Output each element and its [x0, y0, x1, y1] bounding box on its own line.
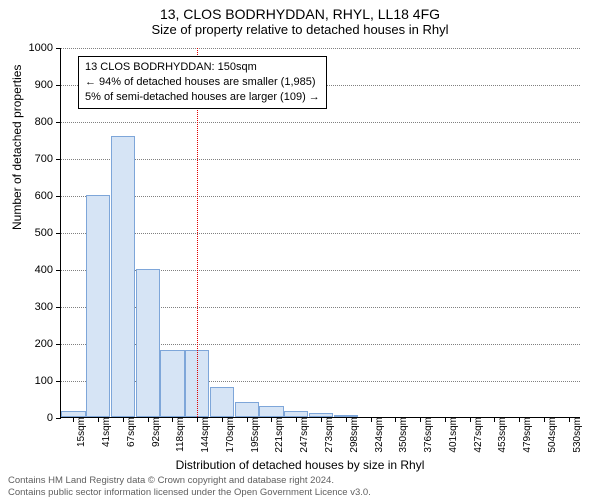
y-tick-label: 200	[35, 338, 61, 350]
y-tick-label: 0	[47, 412, 61, 424]
x-tick-label: 298sqm	[346, 417, 360, 453]
x-tick-label: 504sqm	[544, 417, 558, 453]
x-tick-label: 144sqm	[197, 417, 211, 453]
y-tick-label: 1000	[29, 42, 61, 54]
y-axis-title: Number of detached properties	[10, 65, 24, 230]
y-tick-label: 500	[35, 227, 61, 239]
annotation-box: 13 CLOS BODRHYDDAN: 150sqm ← 94% of deta…	[78, 56, 327, 109]
x-tick-label: 118sqm	[172, 417, 186, 452]
x-tick-label: 324sqm	[371, 417, 385, 453]
gridline	[61, 48, 580, 49]
y-tick-label: 700	[35, 153, 61, 165]
plot-area: 0100200300400500600700800900100015sqm41s…	[60, 48, 580, 418]
histogram-bar	[259, 406, 283, 417]
x-tick-label: 376sqm	[420, 417, 434, 453]
chart-sub-title: Size of property relative to detached ho…	[0, 22, 600, 37]
annotation-line: 13 CLOS BODRHYDDAN: 150sqm	[85, 60, 320, 75]
x-tick-label: 453sqm	[494, 417, 508, 453]
footer-line: Contains HM Land Registry data © Crown c…	[8, 475, 371, 486]
x-tick-label: 350sqm	[395, 417, 409, 453]
histogram-bar	[136, 269, 160, 417]
x-tick-label: 479sqm	[519, 417, 533, 453]
gridline	[61, 196, 580, 197]
x-tick-label: 92sqm	[148, 417, 162, 447]
x-tick-label: 41sqm	[98, 417, 112, 447]
y-tick-label: 300	[35, 301, 61, 313]
x-tick-label: 247sqm	[296, 417, 310, 453]
histogram-bar	[210, 387, 234, 417]
footer-attribution: Contains HM Land Registry data © Crown c…	[8, 475, 371, 498]
histogram-bar	[160, 350, 184, 417]
histogram-bar	[235, 402, 259, 417]
y-tick-label: 600	[35, 190, 61, 202]
histogram-bar	[86, 195, 110, 417]
x-axis-title: Distribution of detached houses by size …	[0, 458, 600, 472]
x-tick-label: 401sqm	[445, 417, 459, 453]
y-tick-label: 800	[35, 116, 61, 128]
gridline	[61, 122, 580, 123]
x-tick-label: 273sqm	[321, 417, 335, 453]
gridline	[61, 233, 580, 234]
y-tick-label: 400	[35, 264, 61, 276]
chart-main-title: 13, CLOS BODRHYDDAN, RHYL, LL18 4FG	[0, 6, 600, 22]
gridline	[61, 159, 580, 160]
x-tick-label: 221sqm	[271, 417, 285, 453]
x-tick-label: 67sqm	[123, 417, 137, 447]
annotation-line: ← 94% of detached houses are smaller (1,…	[85, 75, 320, 90]
x-tick-label: 530sqm	[569, 417, 583, 453]
annotation-line: 5% of semi-detached houses are larger (1…	[85, 90, 320, 105]
y-tick-label: 900	[35, 79, 61, 91]
x-tick-label: 195sqm	[247, 417, 261, 453]
x-tick-label: 170sqm	[222, 417, 236, 453]
histogram-bar	[111, 136, 135, 417]
footer-line: Contains public sector information licen…	[8, 487, 371, 498]
x-tick-label: 15sqm	[73, 417, 87, 447]
y-tick-label: 100	[35, 375, 61, 387]
x-tick-label: 427sqm	[470, 417, 484, 453]
